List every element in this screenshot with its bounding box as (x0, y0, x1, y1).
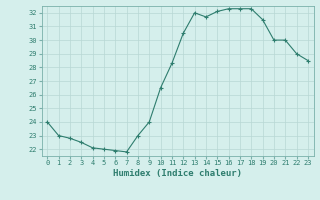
X-axis label: Humidex (Indice chaleur): Humidex (Indice chaleur) (113, 169, 242, 178)
